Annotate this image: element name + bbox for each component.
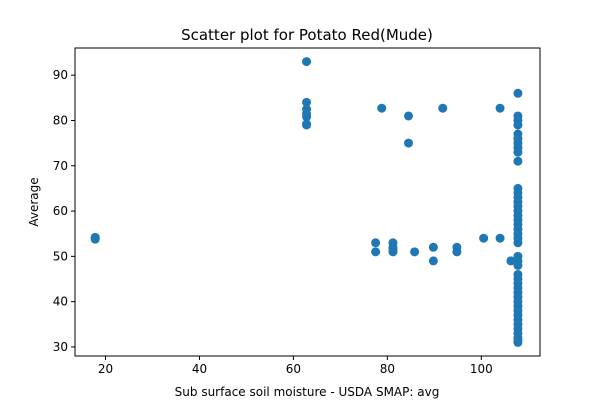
data-point <box>302 57 312 67</box>
data-point <box>513 147 523 157</box>
data-point <box>513 337 523 347</box>
data-point <box>495 103 505 113</box>
data-point <box>495 233 505 243</box>
data-point <box>438 103 448 113</box>
y-axis-label: Average <box>27 177 41 226</box>
data-point <box>410 247 420 257</box>
data-point <box>452 247 462 257</box>
x-tick-label: 80 <box>380 362 395 376</box>
y-tick-label: 80 <box>53 113 68 127</box>
y-tick-label: 70 <box>53 159 68 173</box>
x-tick-label: 60 <box>286 362 301 376</box>
y-tick-label: 60 <box>53 204 68 218</box>
data-point <box>371 238 381 248</box>
x-axis-label: Sub surface soil moisture - USDA SMAP: a… <box>175 385 440 399</box>
data-point <box>403 111 413 121</box>
x-tick-label: 40 <box>192 362 207 376</box>
data-point <box>479 233 489 243</box>
y-tick-label: 50 <box>53 249 68 263</box>
data-point <box>506 256 516 266</box>
data-point <box>302 120 312 130</box>
y-tick-label: 40 <box>53 295 68 309</box>
x-tick-label: 100 <box>470 362 493 376</box>
plot-frame <box>74 47 541 357</box>
y-tick-label: 30 <box>53 340 68 354</box>
x-tick-label: 20 <box>98 362 113 376</box>
data-point <box>513 120 523 130</box>
data-point <box>377 103 387 113</box>
data-point <box>428 242 438 252</box>
y-tick-label: 90 <box>53 68 68 82</box>
data-points <box>90 57 523 347</box>
axis-ticks: 20 40 60 80 100 30 40 50 60 70 80 90 <box>53 68 493 376</box>
data-point <box>428 256 438 266</box>
chart-title: Scatter plot for Potato Red(Mude) <box>181 26 433 44</box>
data-point <box>90 232 100 242</box>
data-point <box>513 238 523 248</box>
data-point <box>302 112 312 122</box>
data-point <box>403 138 413 148</box>
data-point <box>302 97 312 107</box>
data-point <box>513 260 523 270</box>
data-point <box>513 156 523 166</box>
data-point <box>388 247 398 257</box>
data-point <box>513 88 523 98</box>
data-point <box>371 247 381 257</box>
